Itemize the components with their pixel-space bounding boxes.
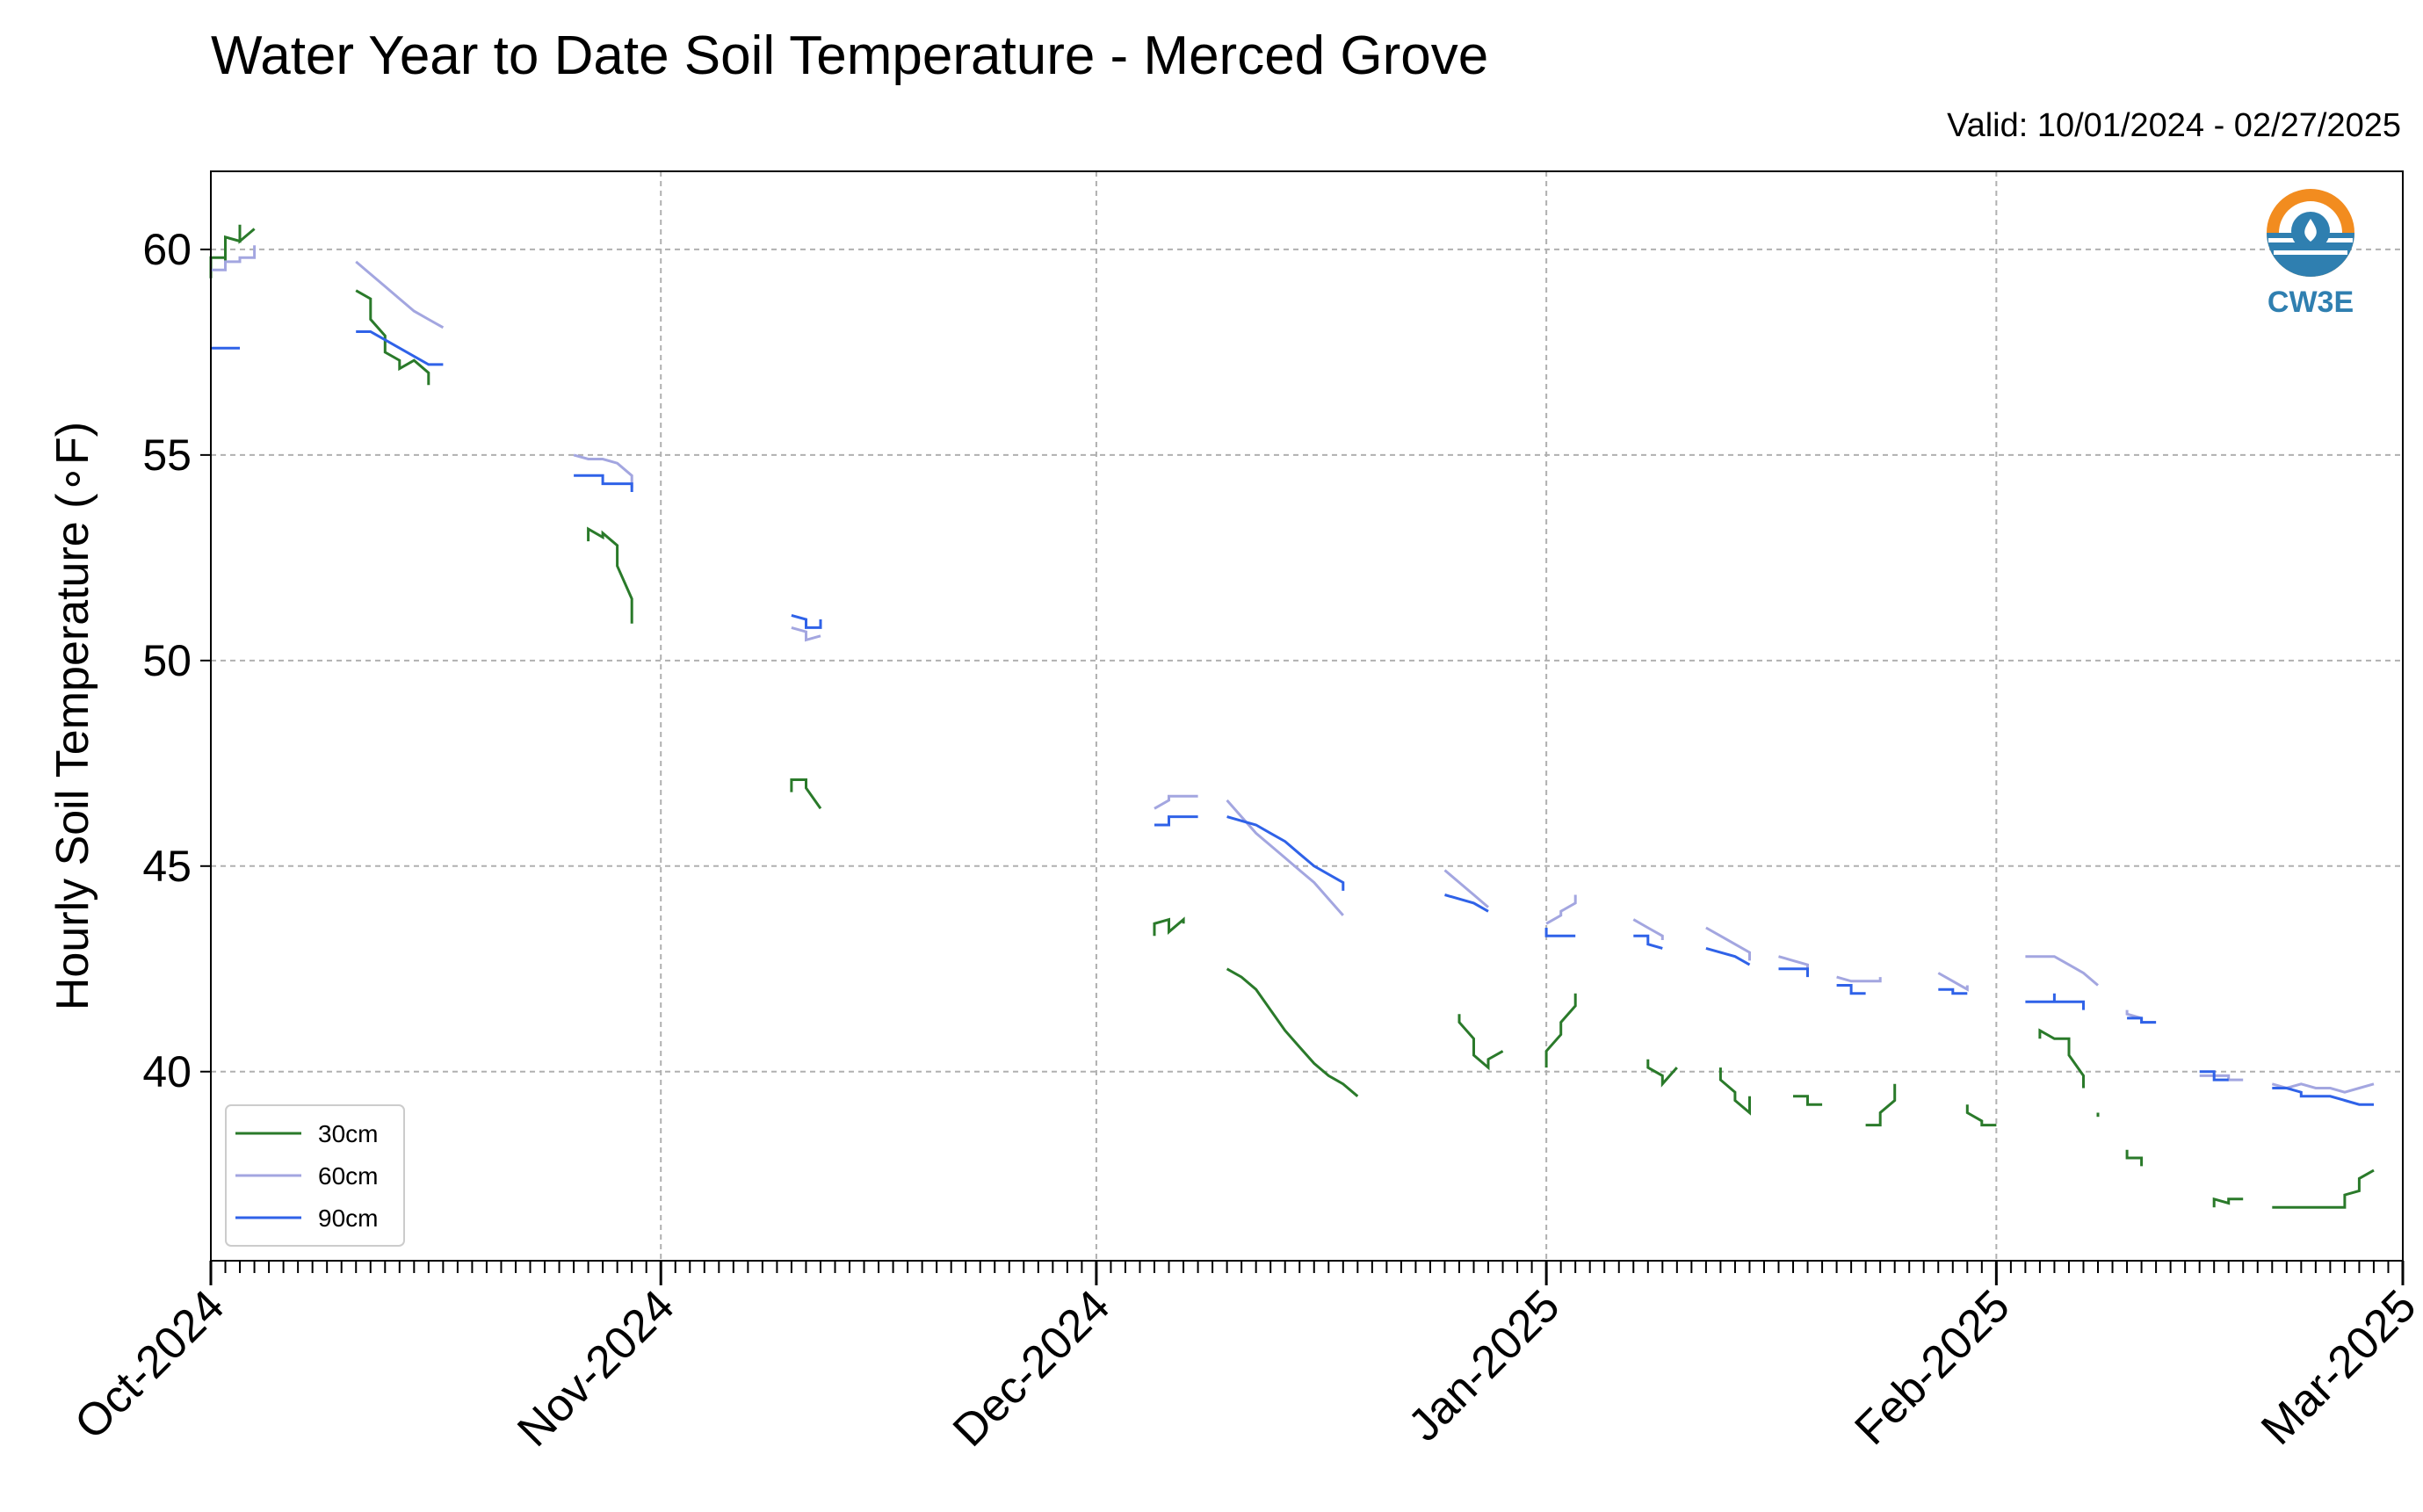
y-tick-label: 50 <box>142 636 192 685</box>
series-line-60cm <box>355 260 445 329</box>
series-90cm <box>211 330 2374 1106</box>
series-line-90cm <box>1444 893 1489 913</box>
x-tick-label: Nov-2024 <box>508 1280 684 1456</box>
series-line-30cm <box>209 224 256 279</box>
series-line-60cm <box>791 626 821 642</box>
series-line-90cm <box>1226 815 1345 891</box>
series-line-30cm <box>2272 1168 2375 1209</box>
series-line-60cm <box>1226 799 1344 916</box>
legend: 30cm 60cm 90cm <box>225 1104 405 1247</box>
x-tick-label: Jan-2025 <box>1399 1280 1569 1451</box>
legend-label-60cm: 60cm <box>318 1162 378 1190</box>
cw3e-logo-icon <box>2267 189 2354 277</box>
plot-frame <box>210 170 2404 1262</box>
chart-title: Water Year to Date Soil Temperature - Me… <box>211 25 1489 86</box>
y-tick-label: 55 <box>142 430 192 480</box>
series-line-60cm <box>1836 975 1882 983</box>
series-line-30cm <box>1544 993 1577 1068</box>
series-layer <box>209 224 2375 1209</box>
series-line-30cm <box>355 289 430 386</box>
series-line-90cm <box>1836 984 1866 995</box>
series-60cm <box>211 245 2375 1094</box>
series-line-90cm <box>2199 1070 2229 1082</box>
series-line-60cm <box>1443 869 1489 908</box>
series-line-30cm <box>1718 1067 1751 1116</box>
series-line-60cm <box>1937 972 1969 992</box>
x-tick-label: Dec-2024 <box>944 1280 1119 1456</box>
series-line-90cm <box>574 474 633 492</box>
series-line-60cm <box>2025 955 2099 987</box>
series-line-30cm <box>2212 1197 2244 1208</box>
series-line-30cm <box>2125 1149 2144 1167</box>
x-tick-label: Feb-2025 <box>1845 1280 2019 1454</box>
legend-label-90cm: 90cm <box>318 1205 378 1232</box>
series-line-60cm <box>2199 1074 2244 1082</box>
series-line-90cm <box>2272 1087 2374 1106</box>
legend-label-30cm: 30cm <box>318 1120 378 1147</box>
logo-text: CW3E <box>2267 286 2354 319</box>
series-line-90cm <box>2127 1016 2157 1024</box>
series-line-30cm <box>1457 1014 1504 1071</box>
series-line-60cm <box>1632 918 1664 940</box>
series-line-60cm <box>1154 794 1198 810</box>
series-line-30cm <box>1646 1059 1678 1088</box>
series-line-30cm <box>587 526 633 624</box>
axes: 40 45 50 55 60 Oct-2024 Nov-2024 Dec-2024 Jan-20… <box>65 225 2423 1457</box>
series-line-90cm <box>1705 946 1751 966</box>
y-tick-label: 40 <box>142 1047 192 1096</box>
series-line-90cm <box>1544 928 1576 937</box>
grid <box>210 171 2404 1261</box>
series-line-30cm <box>2038 1028 2085 1089</box>
series-line-30cm <box>1153 916 1185 937</box>
series-line-30cm <box>1965 1104 1997 1127</box>
series-line-60cm <box>1705 926 1751 961</box>
series-line-60cm <box>211 245 257 271</box>
series-line-30cm <box>790 778 822 810</box>
series-line-30cm <box>1865 1083 1897 1127</box>
y-tick-label: 45 <box>142 842 192 891</box>
series-line-90cm <box>356 330 444 366</box>
cw3e-logo: CW3E <box>2267 189 2354 319</box>
series-line-60cm <box>2271 1082 2375 1094</box>
valid-date-range: Valid: 10/01/2024 - 02/27/2025 <box>1947 107 2401 144</box>
x-tick-label: Mar-2025 <box>2252 1280 2423 1454</box>
y-tick-label: 60 <box>142 225 192 274</box>
series-line-30cm <box>1226 967 1359 1097</box>
series-line-90cm <box>1154 815 1198 827</box>
series-line-90cm <box>791 613 822 629</box>
series-line-90cm <box>1778 967 1809 978</box>
series-line-90cm <box>2025 993 2085 1010</box>
series-line-60cm <box>1545 894 1577 925</box>
series-line-90cm <box>1938 988 1968 995</box>
y-axis-label: Hourly Soil Temperature (∘F) <box>47 422 98 1010</box>
x-tick-label: Oct-2024 <box>65 1280 234 1449</box>
legend-box <box>225 1104 405 1247</box>
series-30cm <box>209 224 2375 1209</box>
series-line-90cm <box>1633 934 1663 950</box>
series-line-60cm <box>1778 955 1809 973</box>
series-line-30cm <box>1793 1095 1823 1106</box>
series-line-60cm <box>573 453 633 488</box>
